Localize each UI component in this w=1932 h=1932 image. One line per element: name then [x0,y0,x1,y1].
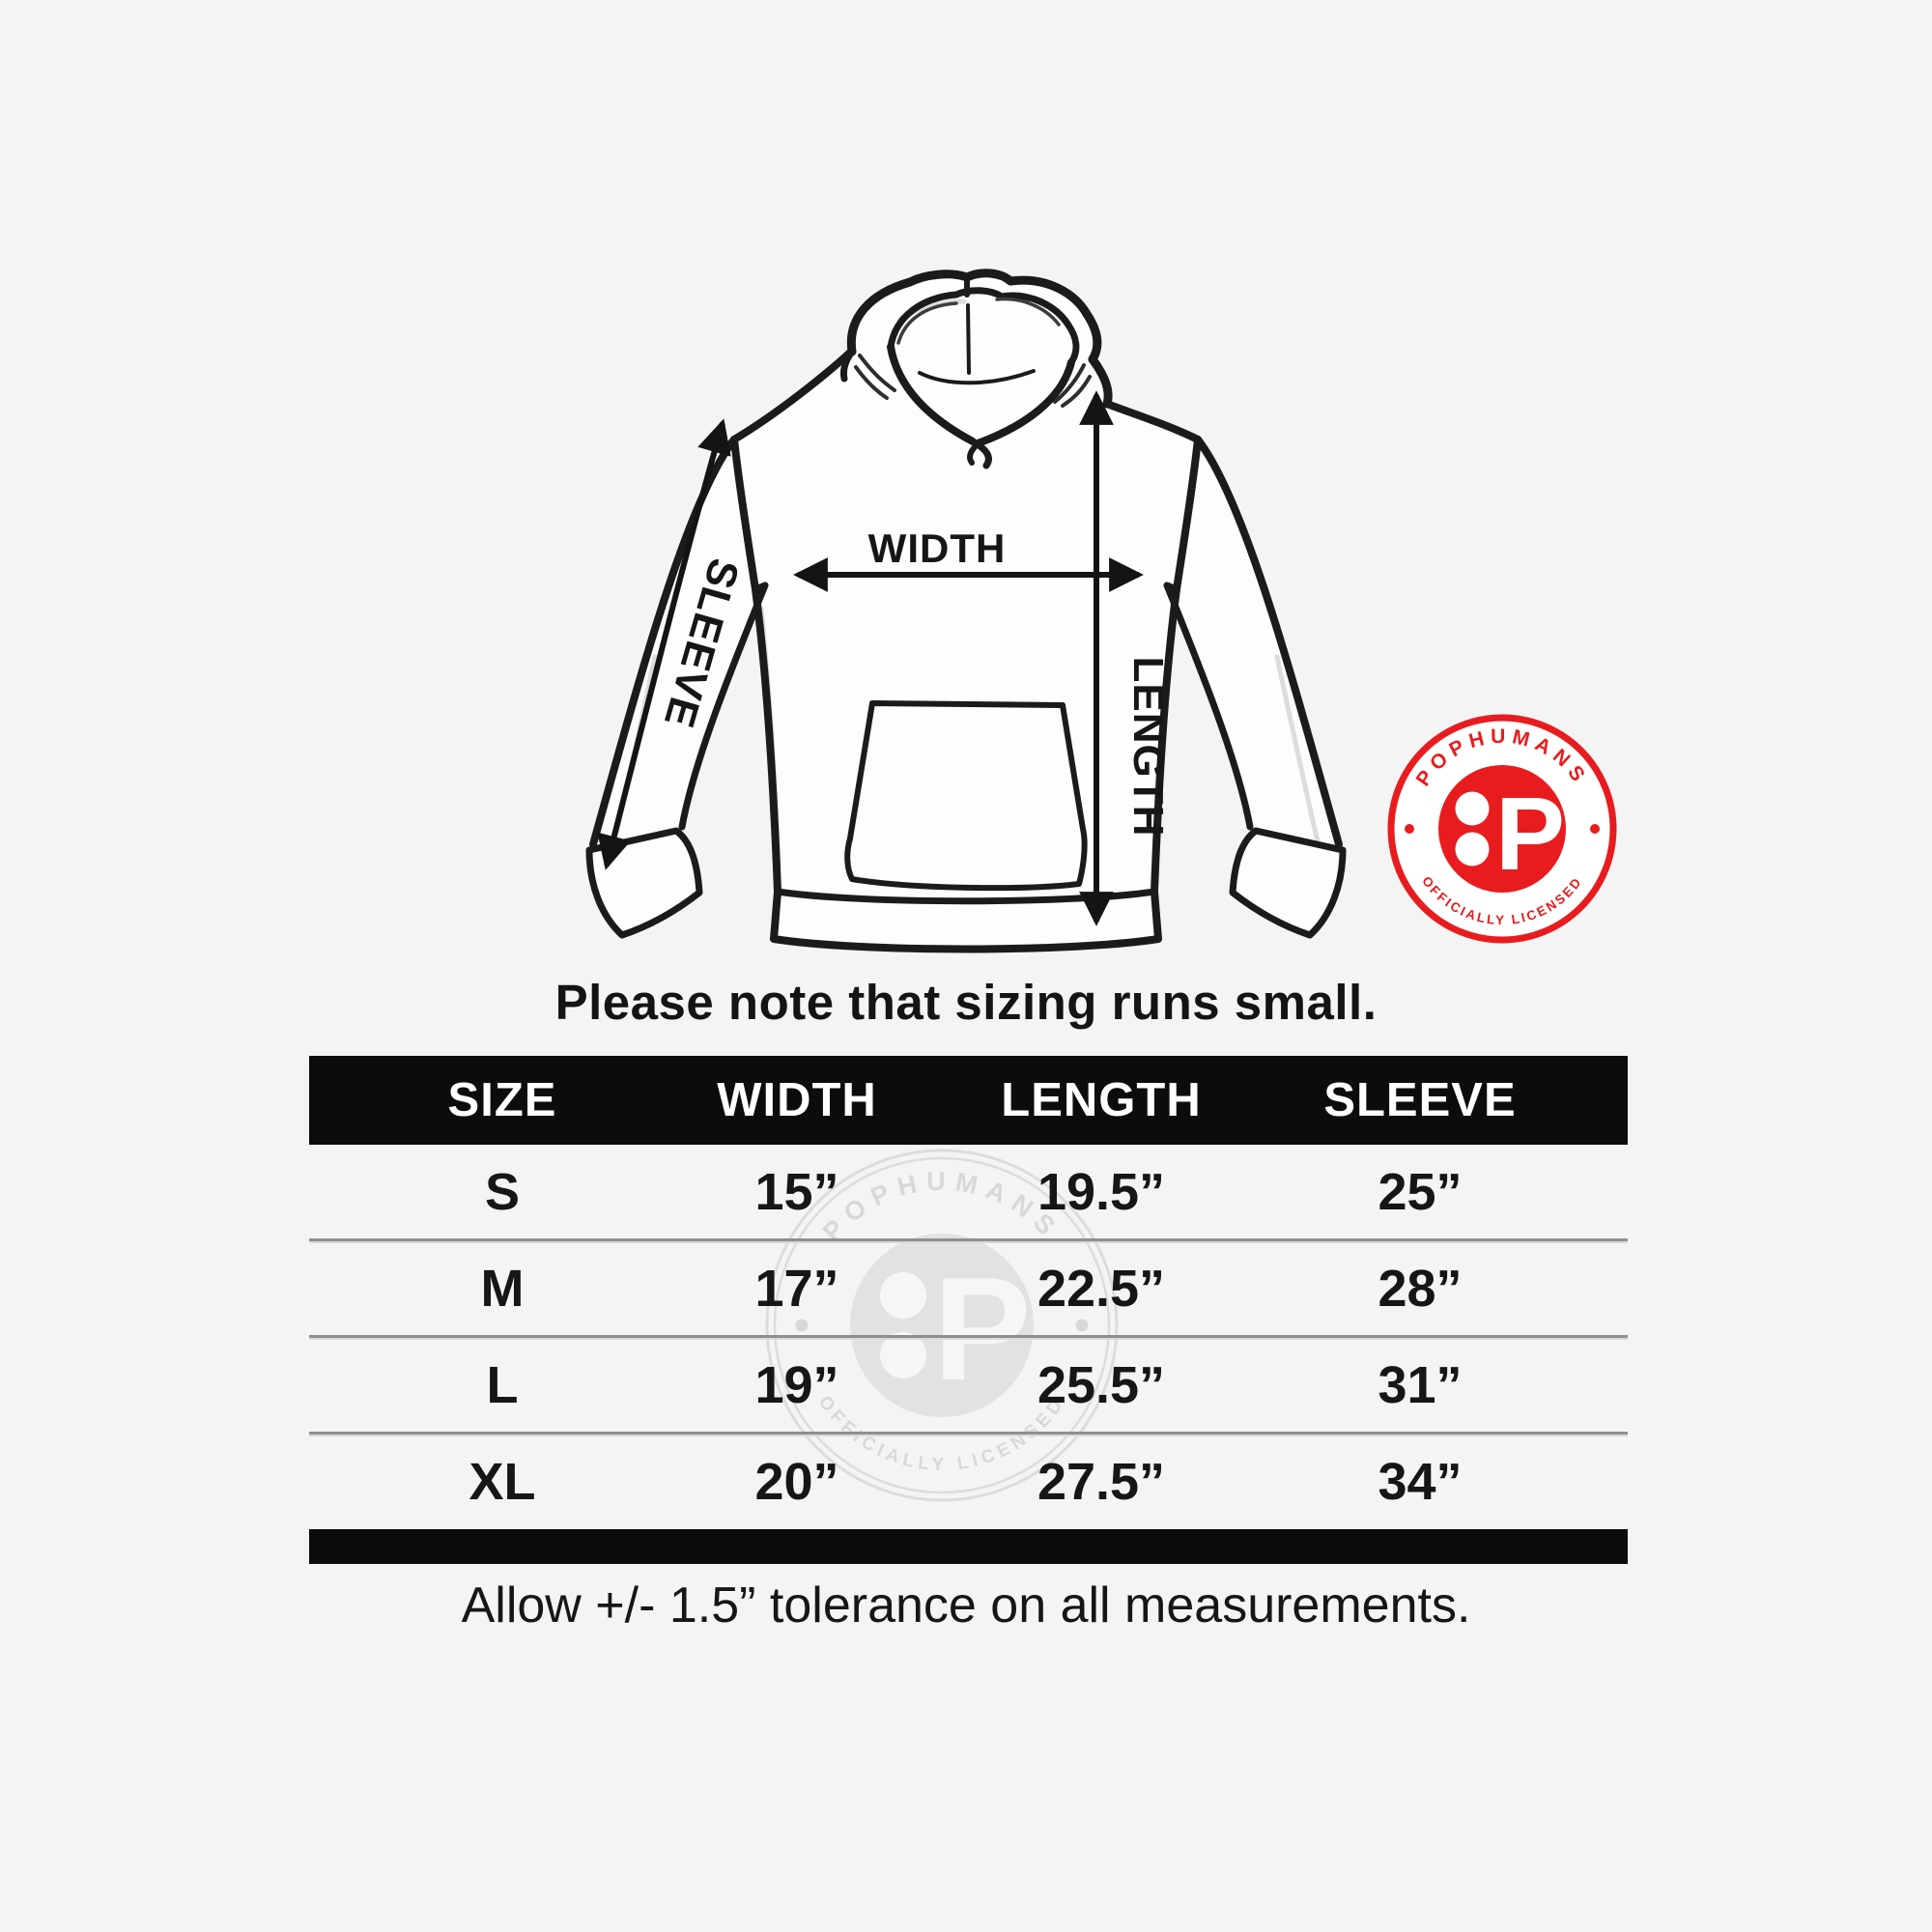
table-header-row: SIZE WIDTH LENGTH SLEEVE [309,1056,1628,1145]
sizing-note: Please note that sizing runs small. [554,975,1378,1030]
tolerance-note: Allow +/- 1.5” tolerance on all measurem… [461,1577,1471,1634]
badge-right-dot [1590,824,1600,834]
cell-size: S [484,1162,521,1221]
column-header-width: WIDTH [717,1074,877,1126]
watermark-left-dot [795,1319,809,1332]
table-bottom-bar [309,1529,1628,1564]
hoodie-measurement-diagram: WIDTH LENGTH SLEEVE [585,269,1347,953]
cell-sleeve: 25” [1378,1162,1463,1221]
cell-width: 20” [754,1452,839,1511]
table-body: S 15” 19.5” 25” M 17” 22.5” 28” L 19” 25… [309,1145,1628,1528]
svg-text:P: P [1495,775,1565,892]
width-arrow-label: WIDTH [868,526,1007,571]
row-separator [309,1335,1628,1338]
cell-sleeve: 31” [1378,1355,1463,1414]
size-chart-table: SIZE WIDTH LENGTH SLEEVE S 15” 19.5” 25”… [309,1056,1628,1564]
table-row: L 19” 25.5” 31” [309,1338,1628,1432]
watermark-monogram-icon: P [850,1234,1034,1417]
cell-width: 19” [754,1355,839,1414]
hoodie-garment [585,269,1347,953]
badge-monogram-icon: P [1438,765,1566,893]
cell-size: XL [469,1452,536,1511]
table-row: XL 20” 27.5” 34” [309,1435,1628,1528]
column-header-length: LENGTH [1001,1074,1202,1126]
cell-length: 22.5” [1037,1259,1166,1318]
officially-licensed-badge: POPHUMANS OFFICIALLY LICENSED P [1387,714,1617,944]
column-header-size: SIZE [447,1074,557,1126]
cell-sleeve: 34” [1378,1452,1463,1511]
sleeve-arrow [597,418,731,870]
cell-length: 19.5” [1037,1162,1166,1221]
column-header-sleeve: SLEEVE [1323,1074,1517,1126]
cell-length: 25.5” [1037,1355,1166,1414]
cell-width: 15” [754,1162,839,1221]
cell-length: 27.5” [1037,1452,1166,1511]
cell-size: M [480,1259,525,1318]
table-row: M 17” 22.5” 28” [309,1241,1628,1335]
cell-size: L [486,1355,519,1414]
svg-text:P: P [933,1247,1031,1411]
watermark-right-dot [1075,1319,1089,1332]
badge-left-dot [1405,824,1414,834]
cell-width: 17” [754,1259,839,1318]
table-row: S 15” 19.5” 25” [309,1145,1628,1238]
cell-sleeve: 28” [1378,1259,1463,1318]
row-separator [309,1432,1628,1435]
length-arrow-label: LENGTH [1124,657,1172,838]
row-separator [309,1238,1628,1241]
